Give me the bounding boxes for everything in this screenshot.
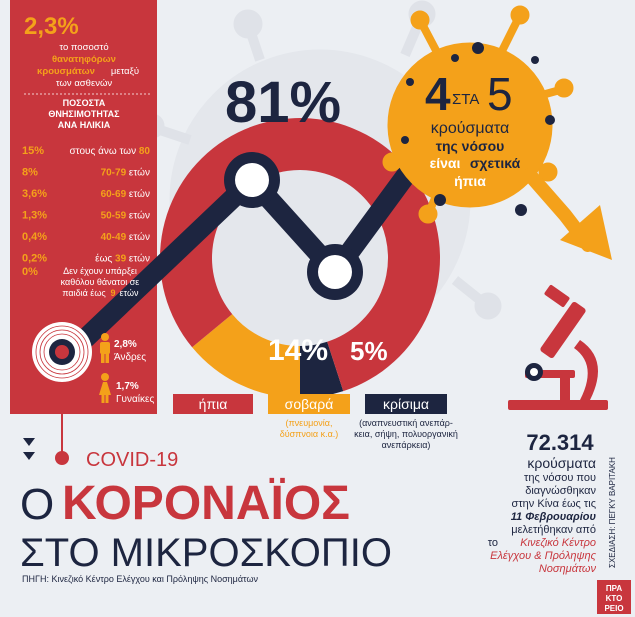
legend-note-severe-2: δύσπνοια κ.α.) [280,429,339,439]
cases-line-2: της νόσου που [524,472,596,484]
legend-swatch-critical [365,394,447,414]
age-range: 70-79 ετών [101,167,150,179]
legend-label-mild: ήπια [199,396,228,412]
slice-label-severe: 14% [268,334,328,367]
virus-line-5: ήπια [454,173,486,189]
virus-number-4: 4 [425,68,451,120]
title-sub: ΣΤΟ ΜΙΚΡΟΣΚΟΠΙΟ [20,531,392,575]
title-main: ΚΟΡΟΝΑΪΟΣ [62,477,350,530]
men-label: Άνδρες [114,352,146,363]
zero-line-2: καθόλου θάνατοι σε [61,277,140,287]
target-icon [32,322,92,382]
zero-value: 0% [22,266,38,278]
age-value: 15% [22,145,44,157]
cases-line-1: κρούσματα [527,455,596,471]
zero-line-3-num: 9 [110,288,115,298]
arrow-head [560,205,612,260]
legend-swatch-severe [268,394,350,414]
title-covid: COVID-19 [86,449,178,471]
woman-icon [99,373,111,403]
cases-line-5: 11 Φεβρουαρίου [511,511,597,523]
virus-line-3: της νόσου [436,138,505,154]
cases-number: 72.314 [526,430,594,455]
logo: ΠΡΑ ΚΤΟ ΡΕΙΟ [597,580,631,614]
women-label: Γυναίκες [116,393,154,405]
donut-hole [214,172,386,344]
age-row: 1,3% 50-59 ετών [22,210,150,222]
age-row: 0,4% 40-49 ετών [22,231,150,243]
fatal-line-4: των ασθενών [56,78,112,89]
age-range: στους άνω των 80 [70,145,151,157]
virus-number-5: 5 [487,68,513,120]
virus-sta: ΣΤΑ [452,91,479,108]
fatal-percent: 2,3% [24,13,79,40]
legend-note-critical-1: (αναπνευστική ανεπάρ- [359,418,453,428]
svg-text:ΠΡΑ: ΠΡΑ [606,584,623,593]
age-range: 40-49 ετών [101,231,150,243]
legend-label-critical: κρίσιμα [383,396,429,412]
table-title-1: ΠΟΣΟΣΤΑ [63,98,106,108]
svg-text:ΚΤΟ: ΚΤΟ [606,594,623,603]
age-range: έως 39 ετών [95,253,150,265]
legend-note-severe-1: (πνευμονία, [285,418,332,428]
zero-line-1: Δεν έχουν υπάρξει [63,266,137,276]
legend-note-critical-3: ανεπάρκεια) [382,440,431,450]
age-row: 0,2% έως 39 ετών [22,253,150,265]
cases-line-4: στην Κίνα έως τις [512,498,596,510]
age-value: 3,6% [22,188,47,200]
legend-label-severe: σοβαρά [285,396,334,412]
line-node-1-inner [235,163,269,197]
design-credit: ΣΧΕΔΙΑΣΗ: ΠΕΓΚΥ ΒΑΡΙΤΑΚΗ [608,457,617,568]
fatal-line-3: κρουσμάτων [37,66,95,77]
orange-virus-icon [382,5,612,260]
legend-swatch-mild [173,394,253,414]
virus-line-4a: είναι [430,155,461,171]
cases-line-8: Ελέγχου & Πρόληψης [490,550,597,562]
cases-line-9: Νοσημάτων [539,563,597,575]
fatal-line-3b: μεταξύ [111,66,139,77]
age-table: 15% στους άνω των 80 8% 70-79 ετών 3,6% 60-69… [22,145,150,265]
virus-line-4b: σχετικά [470,155,521,171]
svg-text:ΡΕΙΟ: ΡΕΙΟ [604,604,623,613]
cases-line-7: Κινεζικό Κέντρο [520,537,596,549]
line-node-2-inner [318,255,352,289]
men-value: 2,8% [114,339,137,350]
trend-line [58,85,475,365]
virus-line-2: κρούσματα [431,120,509,137]
age-range: 50-59 ετών [101,210,150,222]
age-range: 60-69 ετών [101,188,150,200]
cases-line-3: διαγνώσθηκαν [525,485,596,497]
age-value: 1,3% [22,210,47,222]
cases-line-7-pre: το [488,537,498,549]
age-value: 0,4% [22,231,47,243]
man-icon [100,333,110,363]
age-row: 15% στους άνω των 80 [22,145,150,157]
slice-label-critical: 5% [350,336,388,366]
table-title-2: ΘΝΗΣΙΜΟΤΗΤΑΣ [48,109,120,119]
women-value: 1,7% [116,381,139,392]
bacteria-icon [525,363,543,381]
age-row: 8% 70-79 ετών [22,167,150,179]
source-text: ΠΗΓΗ: Κινεζικό Κέντρο Ελέγχου και Πρόληψ… [22,574,259,584]
age-value: 8% [22,167,38,179]
cases-line-6: μελετήθηκαν από [511,524,596,536]
slice-label-mild: 81% [225,70,341,135]
zero-line-3-pre: παιδιά έως [62,288,106,298]
title-o: Ο [20,480,54,529]
zero-line-3-post: ετών [120,288,139,298]
fatal-line-2: θανατηφόρων [52,54,116,65]
donut-slice-critical [300,341,344,398]
age-row: 3,6% 60-69 ετών [22,188,150,200]
age-value: 0,2% [22,253,47,265]
fatal-line-1: το ποσοστό [59,42,108,53]
donut-slice-severe [192,314,300,398]
microscope-icon [508,284,608,410]
legend-note-critical-2: κεια, σήψη, πολυοργανική [354,429,458,439]
title-decoration [23,382,69,465]
table-title-3: ΑΝΑ ΗΛΙΚΙΑ [58,120,111,130]
